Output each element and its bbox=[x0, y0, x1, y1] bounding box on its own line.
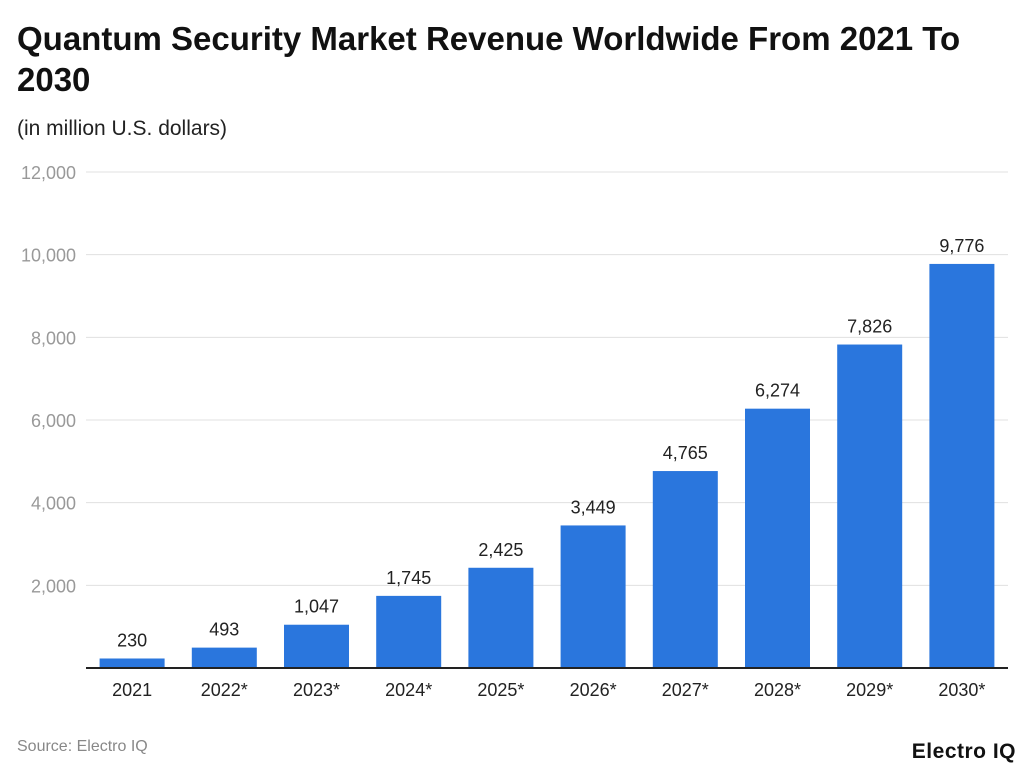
y-tick-label: 2,000 bbox=[31, 576, 76, 596]
bar bbox=[837, 344, 903, 668]
data-label: 6,274 bbox=[755, 381, 800, 401]
source-note: Source: Electro IQ bbox=[17, 738, 148, 755]
x-tick-label: 2025* bbox=[477, 680, 524, 700]
data-label: 4,765 bbox=[663, 443, 708, 463]
x-tick-label: 2030* bbox=[938, 680, 985, 700]
chart-subtitle: (in million U.S. dollars) bbox=[17, 117, 228, 140]
chart-title: Quantum Security Market Revenue Worldwid… bbox=[17, 20, 961, 98]
data-label: 230 bbox=[117, 630, 147, 650]
x-tick-label: 2027* bbox=[662, 680, 709, 700]
data-label: 9,776 bbox=[939, 236, 984, 256]
bar bbox=[560, 525, 626, 668]
bar bbox=[468, 567, 534, 668]
bar bbox=[191, 647, 257, 668]
x-tick-label: 2024* bbox=[385, 680, 432, 700]
bar bbox=[99, 658, 165, 668]
data-label: 1,745 bbox=[386, 568, 431, 588]
bar bbox=[284, 624, 349, 668]
electro-iq-logo: Electro IQ bbox=[911, 740, 1016, 763]
y-tick-label: 6,000 bbox=[31, 411, 76, 431]
data-label: 7,826 bbox=[847, 317, 892, 337]
y-tick-label: 12,000 bbox=[21, 163, 76, 183]
y-tick-label: 4,000 bbox=[31, 494, 76, 514]
bar bbox=[652, 471, 718, 668]
data-label: 1,047 bbox=[294, 597, 339, 617]
data-label: 493 bbox=[209, 620, 239, 640]
bar bbox=[929, 263, 995, 668]
y-tick-label: 10,000 bbox=[21, 246, 76, 266]
data-label: 3,449 bbox=[571, 497, 616, 517]
x-tick-label: 2022* bbox=[201, 680, 248, 700]
x-tick-label: 2023* bbox=[293, 680, 340, 700]
x-tick-label: 2026* bbox=[570, 680, 617, 700]
y-tick-label: 8,000 bbox=[31, 328, 76, 348]
x-tick-label: 2021 bbox=[112, 680, 152, 700]
bar bbox=[376, 595, 442, 668]
data-label: 2,425 bbox=[478, 540, 523, 560]
x-tick-label: 2029* bbox=[846, 680, 893, 700]
bar bbox=[745, 408, 810, 668]
x-tick-label: 2028* bbox=[754, 680, 801, 700]
